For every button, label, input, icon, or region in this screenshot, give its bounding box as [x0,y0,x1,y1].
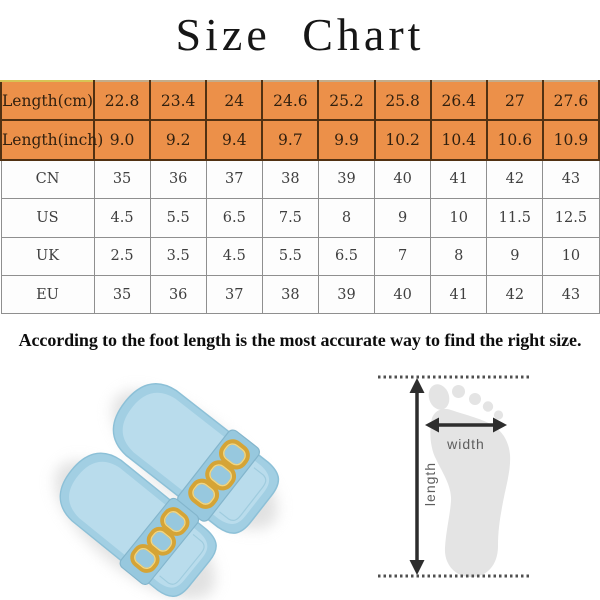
size-cell: 24 [205,79,264,122]
table-row: CN 35 36 37 38 39 40 41 42 43 [0,159,600,200]
size-cell: 8 [317,198,376,238]
size-cell: 10.6 [485,119,544,161]
table-row: Length(cm) 22.8 23.4 24 24.6 25.2 25.8 26.4 27 27… [0,79,600,122]
foot-measurement-diagram: width length [378,375,532,578]
size-cell: 4.5 [205,236,263,276]
row-label: UK [0,236,95,276]
length-arrow [409,378,425,575]
size-cell: 5.5 [149,198,207,238]
page-title: Size Chart [175,9,425,60]
size-cell: 38 [261,274,319,315]
size-cell: 11.5 [486,198,544,238]
size-cell: 6.5 [205,198,263,238]
size-cell: 9.4 [205,119,264,161]
size-cell: 2.5 [93,236,151,276]
size-cell: 38 [261,159,319,200]
size-cell: 37 [205,274,263,315]
table-row: EU 35 36 37 38 39 40 41 42 43 [0,274,600,315]
table-row: UK 2.5 3.5 4.5 5.5 6.5 7 8 9 10 [0,236,600,276]
size-cell: 43 [542,159,600,200]
size-cell: 40 [374,274,432,315]
product-photo-sandals [0,362,355,600]
size-cell: 10 [430,198,488,238]
size-cell: 36 [149,274,207,315]
size-cell: 5.5 [261,236,319,276]
size-cell: 24.6 [261,79,320,122]
size-cell: 41 [430,274,488,315]
size-cell: 39 [317,159,376,200]
size-cell: 27 [485,79,544,122]
row-label: EU [0,274,95,315]
size-cell: 8 [430,236,488,276]
size-cell: 43 [542,274,600,315]
row-label: Length(cm) [0,79,95,122]
size-cell: 12.5 [542,198,600,238]
size-cell: 9 [486,236,544,276]
size-cell: 41 [430,159,488,200]
table-row: Length(inch) 9.0 9.2 9.4 9.7 9.9 10.2 10.4 10.6 1… [0,119,600,161]
size-cell: 39 [317,274,376,315]
length-label: length [422,462,438,506]
size-cell: 3.5 [149,236,207,276]
size-cell: 9.7 [261,119,320,161]
table-row: US 4.5 5.5 6.5 7.5 8 9 10 11.5 12.5 [0,198,600,238]
size-cell: 37 [205,159,263,200]
size-cell: 25.2 [317,79,376,122]
size-cell: 4.5 [93,198,151,238]
width-arrow [425,417,507,433]
width-label: width [446,436,485,452]
size-cell: 9.9 [317,119,376,161]
size-cell: 36 [149,159,207,200]
row-label: Length(inch) [0,119,103,161]
size-cell: 9.2 [149,119,208,161]
size-cell: 9 [374,198,432,238]
size-cell: 42 [486,159,544,200]
size-table: Length(cm) 22.8 23.4 24 24.6 25.2 25.8 26.4 27 27… [0,79,600,315]
size-cell: 26.4 [429,79,488,122]
size-cell: 7.5 [261,198,319,238]
size-cell: 35 [93,274,151,315]
size-cell: 42 [486,274,544,315]
size-cell: 23.4 [149,79,208,122]
size-cell: 6.5 [317,236,376,276]
size-cell: 7 [374,236,432,276]
size-cell: 35 [93,159,151,200]
foot-outline [428,384,511,577]
size-cell: 10.2 [373,119,432,161]
row-label: CN [0,159,95,200]
measurement-note: According to the foot length is the most… [18,330,582,350]
size-cell: 10.9 [541,119,600,161]
size-cell: 25.8 [373,79,432,122]
size-cell: 27.6 [541,79,600,122]
size-cell: 40 [374,159,432,200]
row-label: US [0,198,95,238]
size-table-body: Length(cm) 22.8 23.4 24 24.6 25.2 25.8 26.4 27 27… [0,79,600,315]
size-cell: 9.0 [92,119,152,161]
size-cell: 10.4 [429,119,488,161]
size-cell: 10 [542,236,600,276]
size-cell: 22.8 [92,79,152,122]
